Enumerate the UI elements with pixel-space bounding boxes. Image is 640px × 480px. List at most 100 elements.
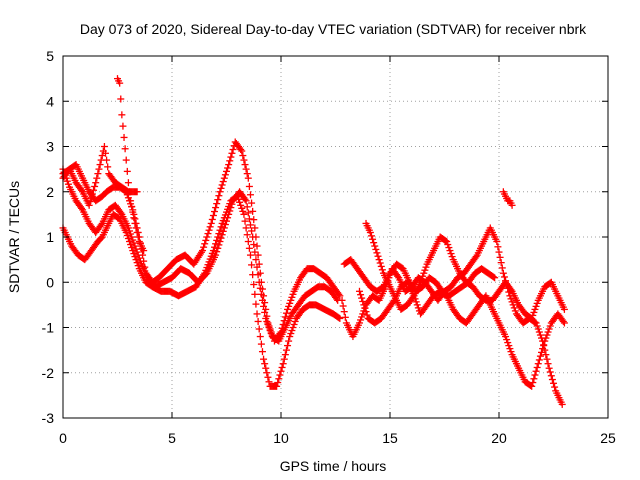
data-point: [529, 311, 537, 319]
data-point: [242, 197, 250, 205]
y-tick-label: 4: [46, 93, 54, 109]
data-point: [249, 271, 257, 279]
data-point: [78, 204, 86, 212]
data-point: [261, 360, 269, 368]
data-point: [279, 360, 287, 368]
data-point: [374, 252, 382, 260]
data-point: [291, 317, 299, 325]
data-point: [215, 192, 223, 200]
data-point: [214, 244, 222, 252]
data-point: [87, 194, 95, 202]
data-point: [214, 233, 222, 241]
data-point: [281, 313, 289, 321]
data-point: [118, 111, 126, 119]
data-point: [227, 153, 235, 161]
data-point: [507, 348, 515, 356]
data-point: [213, 200, 221, 208]
data-point: [370, 239, 378, 247]
x-tick-label: 20: [491, 430, 507, 446]
data-point: [282, 346, 290, 354]
data-point: [124, 179, 132, 187]
data-point: [216, 226, 224, 234]
data-point: [117, 209, 125, 217]
data-point: [503, 336, 511, 344]
data-point: [237, 201, 245, 209]
data-point: [125, 188, 133, 196]
data-point: [273, 382, 281, 390]
data-point: [494, 243, 502, 251]
data-point: [419, 272, 427, 280]
data-point: [214, 196, 222, 204]
data-point: [531, 318, 539, 326]
data-point: [534, 325, 542, 333]
data-point: [216, 238, 224, 246]
data-point: [96, 161, 104, 169]
data-points: [59, 75, 568, 408]
data-point: [91, 182, 99, 190]
data-point: [357, 291, 365, 299]
data-point: [418, 275, 426, 283]
data-point: [369, 235, 377, 243]
data-point: [285, 302, 293, 310]
data-point: [258, 348, 266, 356]
data-point: [472, 253, 480, 261]
data-point: [287, 296, 295, 304]
data-point: [225, 161, 233, 169]
data-point: [446, 247, 454, 255]
data-point: [233, 192, 241, 200]
data-point: [130, 214, 138, 222]
data-point: [267, 330, 275, 338]
data-point: [546, 322, 554, 330]
data-point: [116, 79, 124, 87]
data-point: [103, 156, 111, 164]
data-point: [254, 251, 262, 259]
data-point: [443, 238, 451, 246]
data-point: [367, 232, 375, 240]
data-point: [241, 161, 249, 169]
data-point: [243, 203, 251, 211]
data-point: [133, 188, 141, 196]
x-tick-label: 5: [168, 430, 176, 446]
data-point: [127, 241, 135, 249]
data-point: [372, 245, 380, 253]
data-point: [128, 244, 136, 252]
data-point: [131, 242, 139, 250]
data-point: [212, 240, 220, 248]
data-point: [265, 378, 273, 386]
data-point: [539, 345, 547, 353]
data-point: [252, 300, 260, 308]
data-point: [263, 317, 271, 325]
data-point: [358, 294, 366, 302]
data-point: [224, 164, 232, 172]
y-tick-label: 0: [46, 274, 54, 290]
data-point: [413, 301, 421, 309]
data-point: [541, 337, 549, 345]
chart-title: Day 073 of 2020, Sidereal Day-to-day VTE…: [80, 21, 587, 37]
data-point: [528, 382, 536, 390]
data-point: [240, 210, 248, 218]
data-point: [244, 209, 252, 217]
data-point: [510, 304, 518, 312]
y-tick-label: -2: [42, 365, 55, 381]
grid-lines: [63, 56, 608, 418]
data-point: [246, 251, 254, 259]
data-point: [217, 184, 225, 192]
data-point: [421, 266, 429, 274]
data-point: [250, 241, 258, 249]
data-point: [533, 299, 541, 307]
data-point: [550, 379, 557, 387]
data-point: [548, 376, 556, 384]
data-point: [410, 292, 418, 300]
data-point: [248, 199, 256, 207]
data-point: [248, 227, 256, 235]
data-point: [244, 174, 252, 182]
data-point: [240, 156, 248, 164]
data-point: [274, 379, 282, 387]
data-point: [241, 217, 249, 225]
data-point: [245, 182, 253, 190]
data-point: [335, 314, 343, 322]
data-point: [124, 235, 132, 243]
data-point: [493, 238, 501, 246]
data-point: [265, 324, 273, 331]
data-point: [206, 223, 214, 231]
